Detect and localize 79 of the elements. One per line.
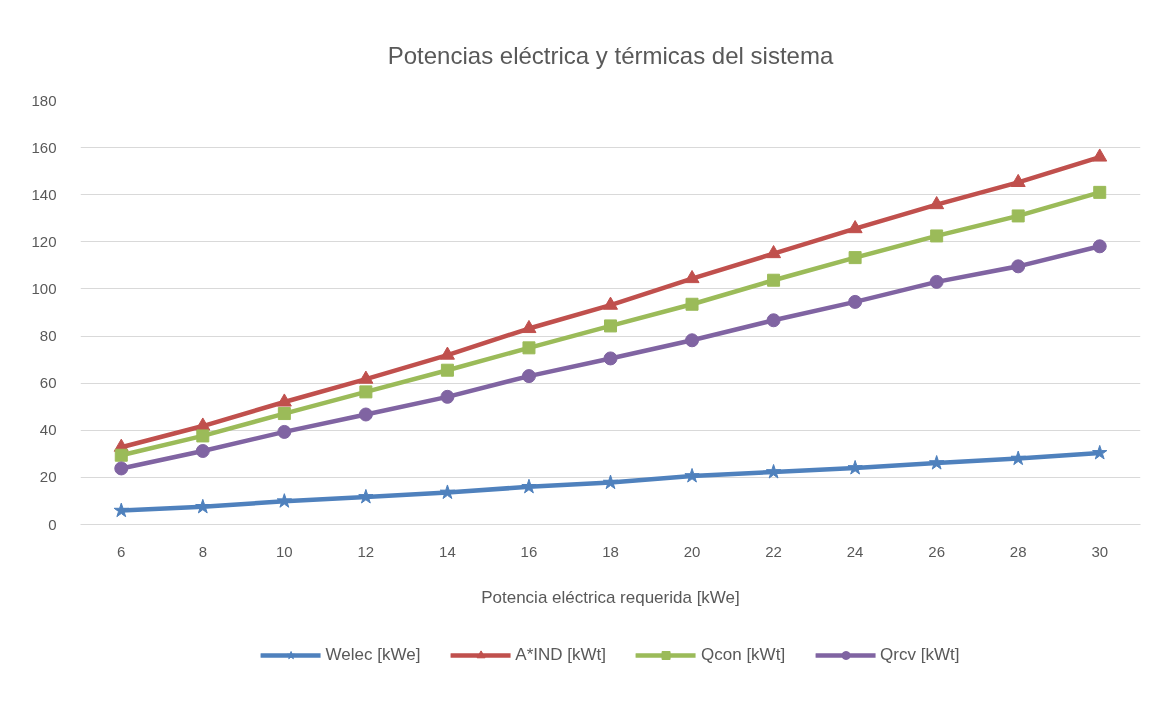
point: [684, 270, 700, 284]
y-tick-label: 140: [31, 185, 57, 203]
point: [358, 488, 374, 504]
point: [113, 502, 129, 518]
point: [1011, 259, 1026, 274]
x-axis-title: Potencia eléctrica requerida [kWe]: [481, 587, 740, 607]
point: [521, 478, 537, 494]
point: [1092, 239, 1107, 254]
point: [684, 467, 700, 483]
point: [847, 459, 863, 475]
y-tick-label: 100: [31, 279, 57, 297]
chart-title: Potencias eléctrica y térmicas del sistema: [387, 41, 834, 69]
y-tick-label: 0: [48, 515, 57, 533]
point: [603, 351, 618, 366]
y-tick-label: 20: [39, 468, 57, 486]
point: [929, 196, 945, 210]
point: [440, 389, 455, 404]
point: [1010, 173, 1026, 188]
legend-label: Welec [kWe]: [325, 645, 421, 665]
legend-label: Qrcv [kWt]: [880, 645, 960, 665]
point: [1092, 444, 1108, 460]
point: [1011, 209, 1025, 223]
point: [685, 333, 700, 348]
point: [276, 493, 292, 508]
point: [114, 448, 128, 462]
y-tick-label: 80: [39, 327, 57, 345]
point: [358, 370, 374, 384]
point: [521, 369, 536, 384]
point: [521, 319, 537, 334]
point: [847, 220, 863, 234]
y-tick-label: 40: [39, 421, 57, 439]
point: [358, 407, 373, 422]
legend-label: Qcon [kWt]: [701, 645, 786, 665]
y-tick-label: 180: [31, 91, 57, 109]
point: [604, 319, 617, 333]
point: [522, 341, 536, 355]
point: [195, 498, 211, 514]
point: [276, 393, 292, 407]
point: [196, 429, 210, 443]
point: [277, 407, 291, 421]
point: [848, 294, 863, 309]
x-tick-label: 8: [198, 542, 207, 560]
point: [848, 251, 862, 265]
x-tick-label: 24: [846, 542, 864, 560]
x-tick-label: 6: [117, 542, 126, 560]
point: [765, 463, 782, 479]
point: [602, 474, 619, 490]
x-tick-label: 18: [602, 542, 619, 560]
point: [439, 484, 456, 500]
point: [195, 444, 210, 458]
point: [766, 313, 781, 328]
point: [603, 296, 618, 310]
point: [114, 461, 129, 476]
x-tick-label: 16: [520, 542, 538, 560]
point: [685, 297, 699, 311]
point: [929, 455, 945, 470]
x-tick-label: 26: [928, 542, 945, 560]
x-tick-label: 30: [1091, 542, 1109, 560]
point: [767, 273, 781, 287]
x-tick-label: 28: [1009, 542, 1027, 560]
point: [766, 245, 782, 259]
x-tick-label: 20: [683, 542, 701, 560]
point: [930, 229, 944, 243]
point: [440, 363, 454, 377]
x-tick-label: 10: [276, 542, 293, 560]
x-tick-label: 22: [765, 542, 782, 560]
point: [439, 346, 455, 360]
x-tick-label: 12: [357, 542, 375, 560]
x-tick-label: 14: [439, 542, 456, 560]
point: [277, 424, 292, 439]
point: [929, 274, 944, 289]
y-tick-label: 120: [31, 232, 57, 250]
point: [1010, 450, 1026, 466]
y-tick-label: 60: [39, 374, 57, 392]
legend-label: A*IND [kWt]: [515, 645, 607, 665]
point: [1092, 148, 1108, 162]
point: [359, 385, 373, 399]
y-tick-label: 160: [31, 138, 57, 156]
point: [1093, 185, 1107, 199]
